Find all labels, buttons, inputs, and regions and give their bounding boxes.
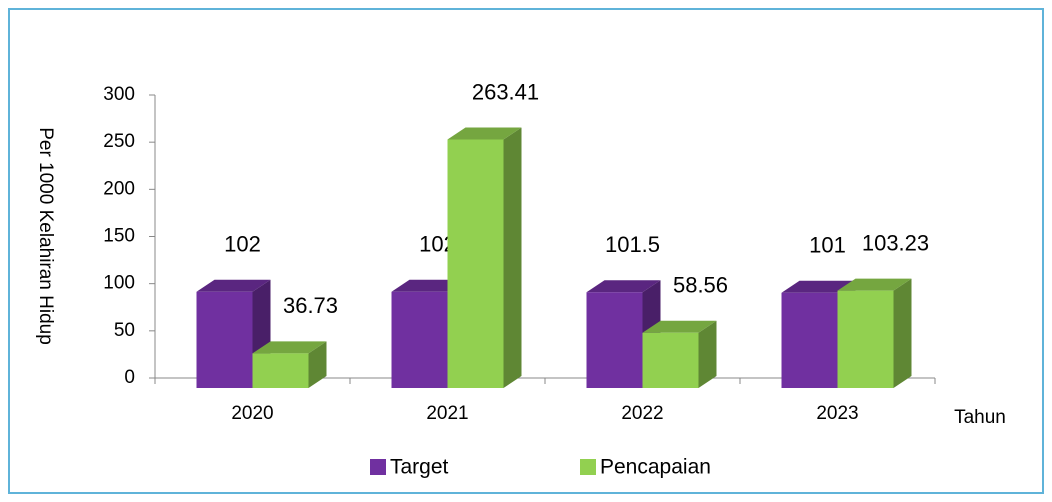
x-tick-label: 2020 bbox=[231, 403, 273, 424]
bar-front bbox=[586, 292, 643, 388]
y-tick-label: 250 bbox=[103, 131, 135, 152]
legend-label: Target bbox=[390, 456, 449, 479]
bar-side bbox=[503, 127, 522, 388]
legend-swatch bbox=[580, 459, 596, 475]
bar bbox=[252, 341, 327, 388]
bar-side bbox=[893, 278, 912, 388]
bar bbox=[642, 320, 717, 388]
y-axis-label: Per 1000 Kelahiran Hidup bbox=[35, 127, 56, 345]
bar-front bbox=[781, 292, 838, 388]
bar-front bbox=[252, 353, 309, 388]
x-tick-label: 2023 bbox=[816, 403, 858, 424]
bar-front bbox=[837, 290, 894, 388]
y-tick-label: 0 bbox=[124, 367, 135, 388]
x-tick-label: 2022 bbox=[621, 403, 663, 424]
bar-top bbox=[391, 279, 466, 292]
value-label: 101.5 bbox=[605, 232, 660, 257]
frame bbox=[8, 8, 1044, 494]
y-tick-label: 100 bbox=[103, 273, 135, 294]
legend-swatch bbox=[370, 459, 386, 475]
value-label: 102 bbox=[224, 232, 261, 257]
y-tick-label: 150 bbox=[103, 226, 135, 247]
bar-front bbox=[447, 139, 504, 388]
bar-top bbox=[196, 279, 271, 292]
value-label: 103.23 bbox=[862, 230, 929, 255]
bar bbox=[837, 278, 912, 388]
bar-top bbox=[837, 278, 912, 291]
y-tick-label: 300 bbox=[103, 84, 135, 105]
bar-top bbox=[586, 280, 661, 293]
bar-top bbox=[447, 127, 522, 140]
bar-top bbox=[642, 320, 717, 333]
value-label: 101 bbox=[809, 233, 846, 258]
bar-front bbox=[196, 291, 253, 388]
bar-top bbox=[252, 341, 327, 354]
value-label: 58.56 bbox=[673, 273, 728, 298]
value-label: 36.73 bbox=[283, 293, 338, 318]
y-tick-label: 200 bbox=[103, 178, 135, 199]
bar-side bbox=[308, 341, 327, 388]
y-tick-label: 50 bbox=[114, 320, 135, 341]
bar bbox=[447, 127, 522, 388]
x-tick-label: 2021 bbox=[426, 403, 468, 424]
bar-front bbox=[642, 332, 699, 388]
legend-label: Pencapaian bbox=[600, 456, 711, 479]
bar-front bbox=[391, 291, 448, 388]
value-label: 263.41 bbox=[472, 79, 539, 104]
bar-top bbox=[781, 280, 856, 293]
x-axis-label: Tahun bbox=[954, 407, 1006, 428]
bar-side bbox=[698, 320, 717, 388]
